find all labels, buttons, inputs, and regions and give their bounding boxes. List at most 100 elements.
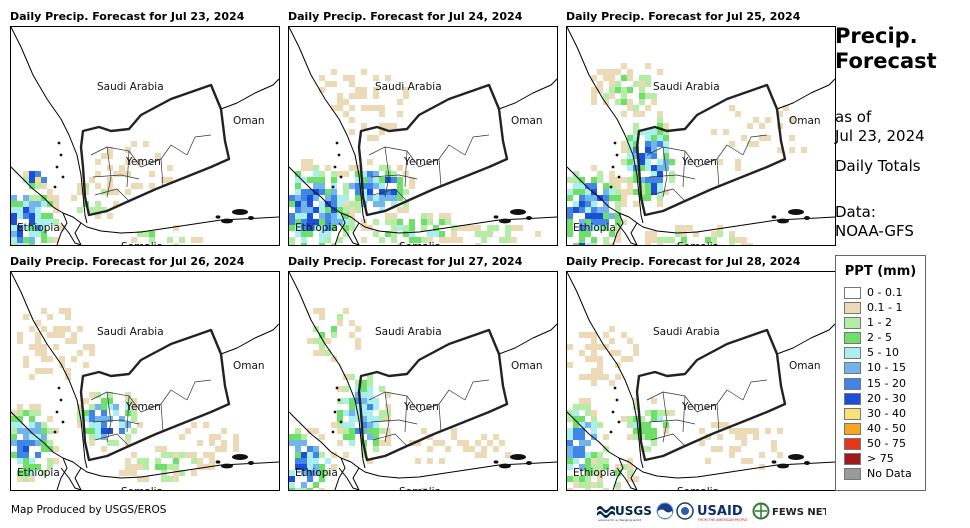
precip-cell [433, 231, 439, 237]
coastline [289, 411, 557, 479]
precip-cell [639, 153, 645, 159]
precip-cell [307, 213, 313, 219]
precip-cell [47, 440, 53, 446]
panel-title: Daily Precip. Forecast for Jul 24, 2024 [288, 10, 523, 23]
precip-cell [385, 404, 391, 410]
legend-swatch [844, 392, 861, 405]
precip-cell [361, 183, 367, 189]
precip-cell [633, 201, 639, 207]
precip-cell [663, 422, 669, 428]
precip-cell [747, 243, 753, 245]
precip-cell [669, 171, 675, 177]
precip-cell [131, 398, 137, 404]
precip-cell [343, 225, 349, 231]
island [248, 216, 254, 220]
precip-cell [729, 428, 735, 434]
precip-cell [385, 392, 391, 398]
precip-cell [289, 225, 295, 231]
island [804, 461, 810, 465]
precip-cell [41, 177, 47, 183]
legend-swatch [844, 332, 861, 345]
precip-cell [367, 374, 373, 380]
legend-swatch [844, 468, 861, 481]
coastline [289, 166, 557, 234]
precip-cell [385, 231, 391, 237]
precip-cell [233, 446, 239, 452]
legend-label: 50 - 75 [867, 436, 906, 450]
precip-cell [35, 404, 41, 410]
precip-cell [149, 231, 155, 237]
precip-cell [47, 332, 53, 338]
precip-cell [729, 231, 735, 237]
precip-cell [499, 237, 505, 243]
coastline [289, 272, 366, 469]
precip-cell [17, 452, 23, 458]
precip-cell [663, 428, 669, 434]
precip-cell [741, 243, 747, 245]
precip-cell [505, 237, 511, 243]
precip-cell [17, 446, 23, 452]
map-label-oman: Oman [233, 360, 265, 372]
precip-cell [663, 135, 669, 141]
precip-cell [301, 165, 307, 171]
coastline [289, 27, 366, 224]
map-label-ethiopia: Ethiopia [573, 467, 616, 479]
precip-cell [591, 410, 597, 416]
precip-cell [403, 189, 409, 195]
precip-cell [355, 344, 361, 350]
precip-cell [591, 416, 597, 422]
precip-cell [457, 237, 463, 243]
map-label-somalia: Somalia [677, 486, 719, 490]
precip-cell [179, 470, 185, 476]
precip-cell [295, 171, 301, 177]
precip-cell [621, 147, 627, 153]
precip-cell [717, 225, 723, 231]
precip-cell [349, 105, 355, 111]
precip-cell [313, 338, 319, 344]
precip-cell [47, 368, 53, 374]
precip-cell [591, 374, 597, 380]
precip-cell [783, 105, 789, 111]
precip-cell [131, 452, 137, 458]
data-line2: NOAA-GFS [835, 222, 914, 240]
precip-cell [331, 452, 337, 458]
country-border [612, 212, 624, 245]
island [609, 185, 613, 189]
precip-cell [771, 446, 777, 452]
precip-cell [711, 243, 717, 245]
precip-cell [295, 488, 301, 490]
precip-cell [233, 440, 239, 446]
precip-cell [621, 356, 627, 362]
precip-cell [597, 225, 603, 231]
precip-cell [337, 422, 343, 428]
precip-cell [585, 374, 591, 380]
precip-cell [633, 398, 639, 404]
island [232, 454, 248, 460]
precip-cell [591, 464, 597, 470]
precip-cell [47, 356, 53, 362]
precip-cell [759, 135, 765, 141]
precip-cell [585, 243, 591, 245]
precip-cell [331, 81, 337, 87]
precip-cell [603, 458, 609, 464]
precip-cell [95, 434, 101, 440]
precip-cell [301, 231, 307, 237]
precip-cell [591, 207, 597, 213]
precip-cell [591, 332, 597, 338]
precip-cell [307, 476, 313, 482]
precip-cell [505, 452, 511, 458]
precip-cell [663, 129, 669, 135]
precip-cell [597, 464, 603, 470]
precip-cell [591, 165, 597, 171]
precip-cell [645, 81, 651, 87]
precip-cell [289, 237, 295, 243]
precip-cell [319, 488, 325, 490]
precip-cell [355, 428, 361, 434]
precip-cell [173, 452, 179, 458]
precip-cell [295, 207, 301, 213]
precip-cell [633, 141, 639, 147]
precip-cell [579, 482, 585, 488]
island [337, 398, 341, 402]
precip-cell [29, 219, 35, 225]
precip-cell [451, 237, 457, 243]
